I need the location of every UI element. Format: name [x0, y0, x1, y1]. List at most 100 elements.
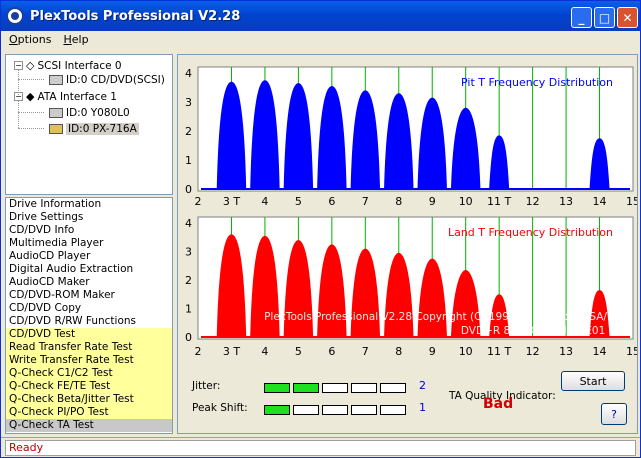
maximize-button[interactable]: □ — [594, 7, 615, 28]
y-tick-label: 0 — [185, 331, 192, 344]
watermark-line2: DVD+R 8.0X CMC MAG E01 00 — [461, 325, 622, 337]
x-tick-label: 2 — [195, 195, 202, 208]
result-controls: Jitter: 2 Peak Shift: 1 TA Quality Indic… — [178, 367, 637, 433]
distribution-peak — [417, 258, 447, 337]
x-tick-label: 14 — [593, 195, 607, 208]
function-item[interactable]: Q-Check C1/C2 Test — [6, 367, 172, 380]
menu-bar: Options Help — [1, 31, 640, 48]
start-button[interactable]: Start — [561, 371, 625, 391]
distribution-peak — [450, 270, 481, 337]
window-title: PlexTools Professional V2.28 — [30, 8, 241, 24]
tree-node-hdd[interactable]: ID:0 Y080L0 — [46, 107, 130, 119]
x-tick-label: 9 — [429, 195, 436, 208]
function-list: Drive Information Drive Settings CD/DVD In… — [5, 197, 173, 434]
meter-segment — [380, 405, 406, 415]
distribution-peak — [384, 252, 414, 337]
tree-node-scsi[interactable]: − ◇ SCSI Interface 0 — [14, 59, 122, 72]
meter-segment — [322, 383, 348, 393]
meter-segment — [380, 383, 406, 393]
status-text: Ready — [5, 440, 636, 456]
meter-segment — [351, 383, 377, 393]
chart-title: Pit T Frequency Distribution — [461, 76, 613, 89]
close-button[interactable]: ✕ — [617, 7, 638, 28]
y-tick-label: 4 — [185, 217, 192, 230]
tree-node-scsi-device[interactable]: ID:0 CD/DVD(SCSI) — [46, 74, 165, 86]
x-tick-label: 11 T — [487, 195, 511, 208]
function-item[interactable]: Read Transfer Rate Test — [6, 341, 172, 354]
distribution-peak — [450, 107, 481, 189]
function-item[interactable]: Drive Settings — [9, 211, 84, 223]
function-item[interactable]: Digital Audio Extraction — [9, 263, 134, 275]
ta-quality-value: Bad — [483, 396, 514, 412]
help-button[interactable]: ? — [601, 403, 627, 425]
y-tick-label: 3 — [185, 246, 192, 259]
chart-title: Land T Frequency Distribution — [448, 226, 613, 239]
x-tick-label: 3 T — [223, 345, 240, 358]
y-tick-label: 1 — [185, 303, 192, 316]
menu-options[interactable]: Options — [9, 33, 52, 46]
meter-segment — [322, 405, 348, 415]
drive-icon — [49, 124, 63, 134]
tree-node-px716a[interactable]: ID:0 PX-716A — [46, 123, 139, 135]
x-tick-label: 11 T — [487, 345, 511, 358]
x-tick-label: 6 — [328, 345, 335, 358]
distribution-peak — [216, 234, 247, 337]
distribution-peak — [283, 83, 314, 189]
distribution-peak — [317, 244, 347, 337]
y-tick-label: 2 — [185, 125, 192, 138]
function-item[interactable]: Q-Check Beta/Jitter Test — [6, 393, 172, 406]
function-item[interactable]: Drive Information — [9, 198, 102, 210]
meter-segment — [293, 383, 319, 393]
x-tick-label: 13 — [559, 195, 573, 208]
function-item[interactable]: CD/DVD Test — [6, 328, 172, 341]
hard-disk-icon — [49, 108, 63, 118]
function-item[interactable]: Q-Check PI/PO Test — [6, 406, 172, 419]
ta-quality-label: TA Quality Indicator: — [449, 390, 556, 402]
x-tick-label: 15 — [626, 195, 637, 208]
x-tick-label: 10 — [459, 345, 473, 358]
x-tick-label: 12 — [526, 345, 540, 358]
distribution-peak — [250, 235, 280, 337]
distribution-peak — [283, 240, 314, 337]
title-bar[interactable]: PlexTools Professional V2.28 _ □ ✕ — [1, 1, 640, 31]
x-tick-label: 10 — [459, 195, 473, 208]
function-item[interactable]: CD/DVD Copy — [9, 302, 82, 314]
function-item[interactable]: CD/DVD Info — [9, 224, 75, 236]
drive-icon — [49, 75, 63, 85]
x-tick-label: 5 — [295, 195, 302, 208]
function-item[interactable]: Q-Check TA Test — [6, 419, 172, 432]
x-tick-label: 4 — [261, 345, 268, 358]
x-tick-label: 7 — [362, 195, 369, 208]
minimize-button[interactable]: _ — [571, 7, 592, 28]
function-item[interactable]: AudioCD Player — [9, 250, 91, 262]
distribution-peak — [350, 248, 381, 337]
function-item[interactable]: AudioCD Maker — [9, 276, 90, 288]
menu-help[interactable]: Help — [63, 33, 89, 46]
network-icon: ◇ — [26, 59, 35, 72]
meter-segment — [264, 383, 290, 393]
distribution-peak — [589, 289, 610, 337]
function-item[interactable]: Multimedia Player — [9, 237, 104, 249]
meter-segment — [351, 405, 377, 415]
x-tick-label: 13 — [559, 345, 573, 358]
distribution-peak — [489, 294, 510, 337]
y-tick-label: 1 — [185, 154, 192, 167]
jitter-value: 2 — [419, 379, 426, 392]
x-tick-label: 9 — [429, 345, 436, 358]
function-item[interactable]: CD/DVD R/RW Functions — [9, 315, 137, 327]
y-tick-label: 3 — [185, 96, 192, 109]
tree-node-ata[interactable]: − ◆ ATA Interface 1 — [14, 90, 117, 103]
meter-segment — [293, 405, 319, 415]
app-icon — [6, 7, 24, 25]
function-item[interactable]: Write Transfer Rate Test — [6, 354, 172, 367]
function-item[interactable]: Q-Check FE/TE Test — [6, 380, 172, 393]
x-tick-label: 14 — [593, 345, 607, 358]
x-tick-label: 2 — [195, 345, 202, 358]
x-tick-label: 3 T — [223, 195, 240, 208]
distribution-peak — [589, 138, 610, 189]
function-item[interactable]: CD/DVD-ROM Maker — [9, 289, 115, 301]
distribution-peak — [350, 90, 381, 189]
distribution-peak — [250, 80, 280, 189]
x-tick-label: 8 — [395, 195, 402, 208]
